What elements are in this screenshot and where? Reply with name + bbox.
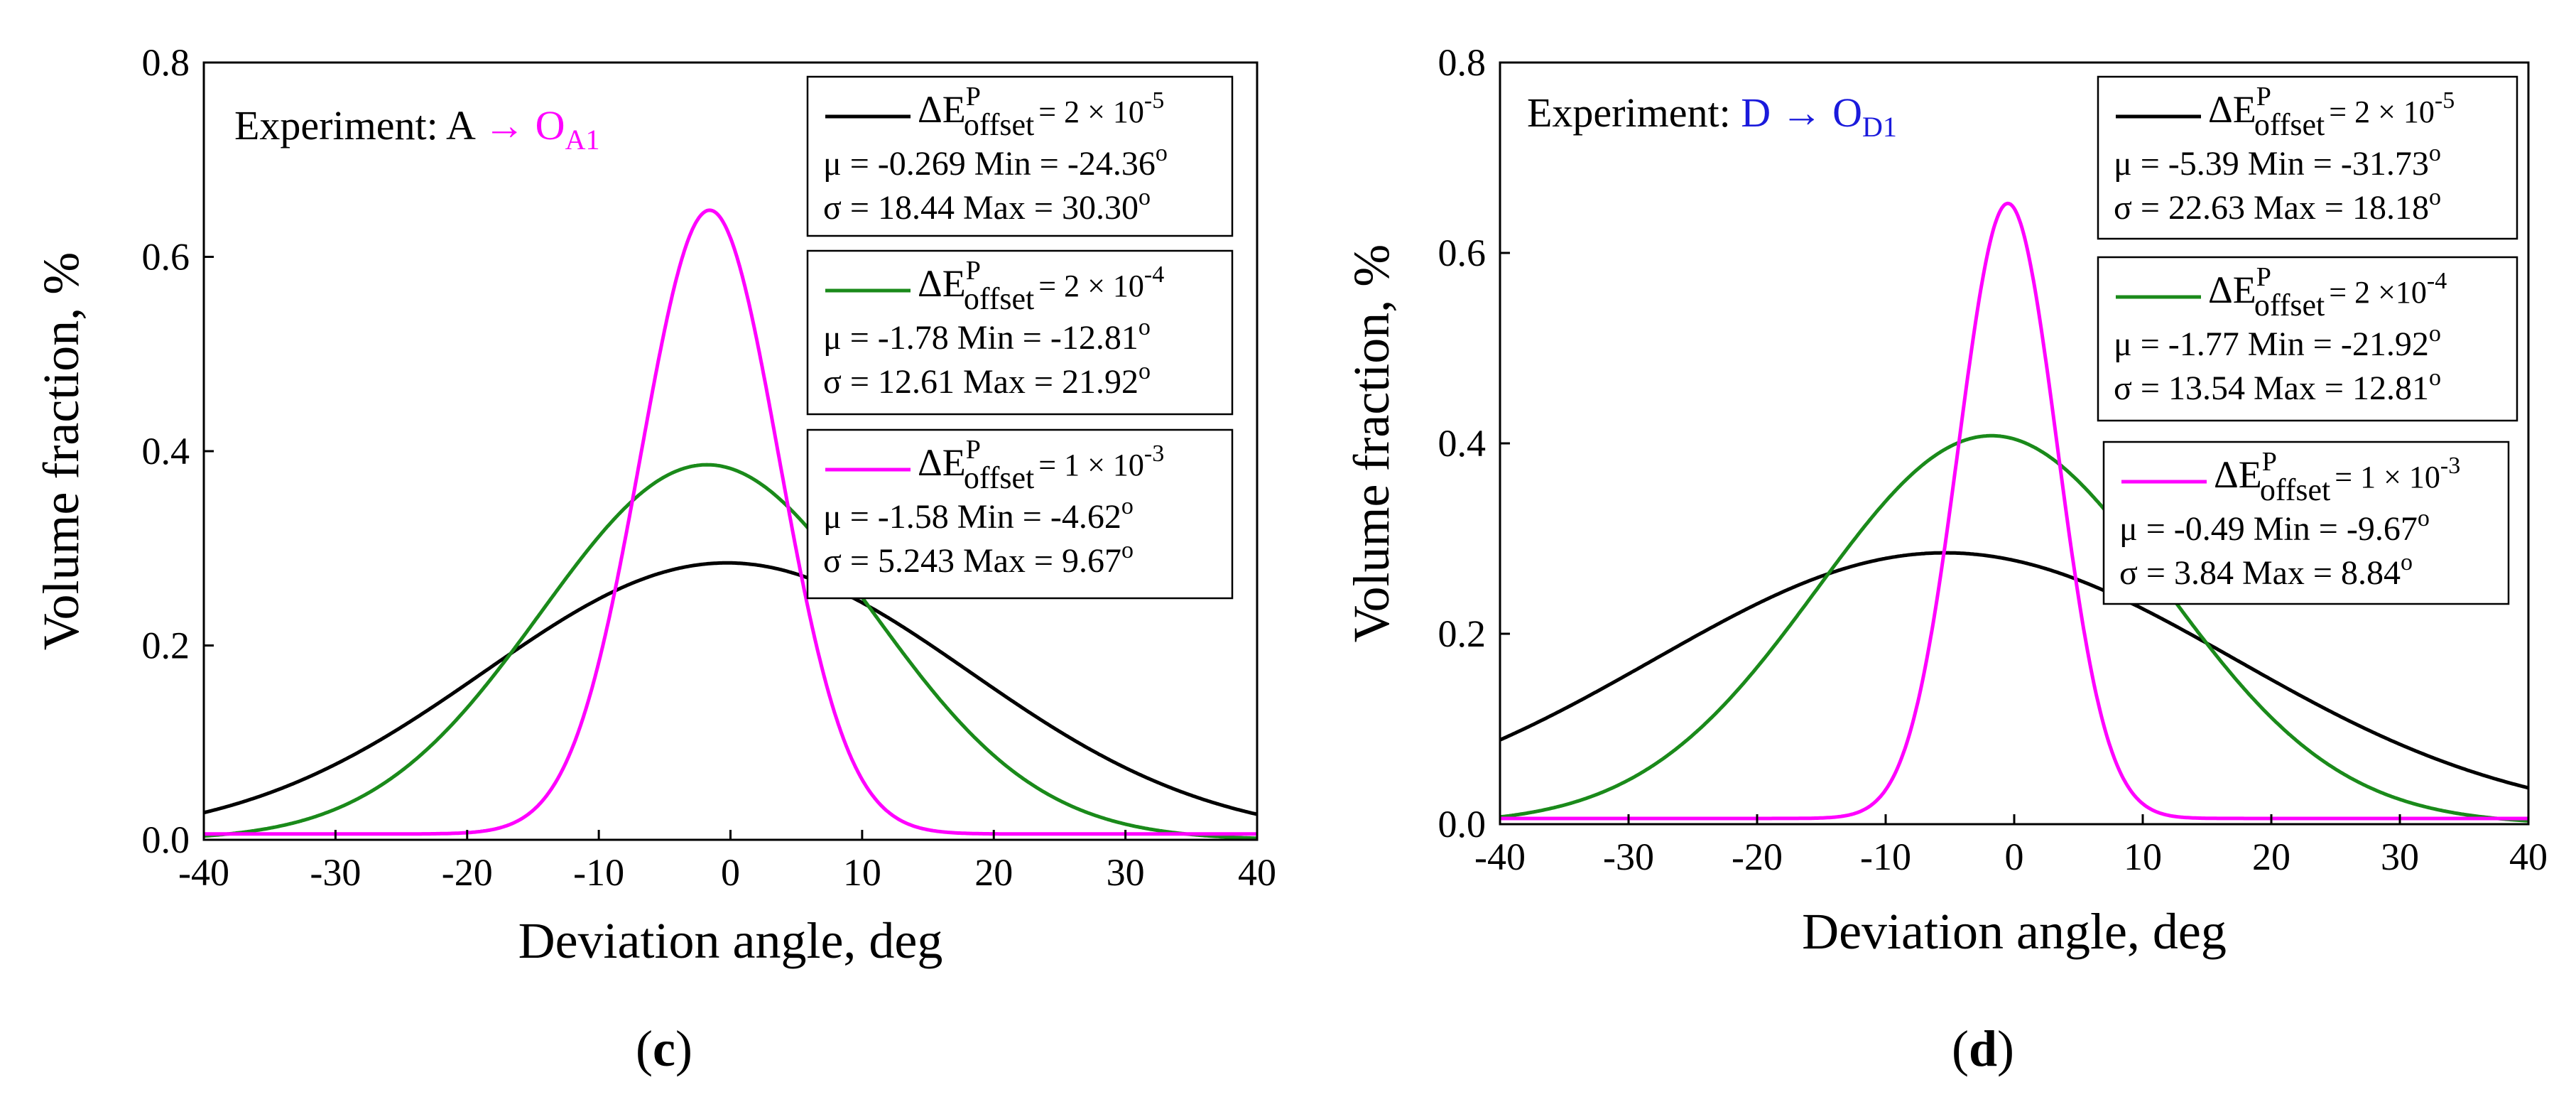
x-tick-label: 0: [721, 851, 740, 894]
legend-title: ΔEP offset = 1 × 10-3: [918, 435, 1164, 495]
legend-box-green: ΔEP offset = 2 × 10-4μ = -1.78 Min = -12.8…: [806, 249, 1234, 416]
legend-stats-row: μ = -1.77 Min = -21.92o: [2114, 320, 2441, 363]
x-tick-label: -30: [310, 851, 361, 894]
panel-label: (d): [1952, 1020, 2014, 1077]
legend-title: ΔEP offset = 1 × 10-3: [2214, 447, 2460, 507]
series-line-green: [1499, 433, 2529, 823]
x-axis-title: Deviation angle, deg: [1802, 903, 2227, 960]
x-tick-label: -20: [442, 851, 493, 894]
chart-panel-c: -40 -30 -20 -10 0 10 20 30 40 0.0 0.2 0.4 0.6 0.8 Devi…: [33, 41, 1276, 1077]
x-tick-label: -20: [1732, 836, 1783, 878]
legend-box-magenta: ΔEP offset = 1 × 10-3μ = -1.58 Min = -4.62…: [806, 428, 1234, 600]
x-tick-label: 10: [843, 851, 881, 894]
x-tick-label: -10: [1860, 836, 1911, 878]
x-tick-label: 0: [2005, 836, 2024, 878]
legend-frame: [806, 75, 1234, 237]
x-axis-title: Deviation angle, deg: [518, 912, 943, 969]
series-group: [203, 208, 1258, 841]
legend-stats-row: σ = 18.44 Max = 30.30o: [823, 184, 1151, 227]
chart-panel-d: -40 -30 -20 -10 0 10 20 30 40 0.0 0.2 0.4 0.6 0.8 Devi…: [1343, 41, 2548, 1077]
series-line-magenta: [203, 208, 1258, 836]
legend-box-black: ΔEP offset = 2 × 10-5μ = -5.39 Min = -31.7…: [2097, 75, 2518, 240]
legend-stats-row: σ = 22.63 Max = 18.18o: [2114, 184, 2441, 227]
x-tick-label: 40: [2509, 836, 2548, 878]
x-tick-label: 20: [974, 851, 1013, 894]
legend-box-green: ΔEP offset = 2 ×10-4μ = -1.77 Min = -21.92…: [2097, 256, 2518, 422]
y-tick-label: 0.0: [142, 818, 190, 861]
legend-title: ΔEP offset = 2 × 10-5: [918, 82, 1164, 142]
legend-stats-row: μ = -0.49 Min = -9.67o: [2119, 505, 2430, 548]
x-tick-label: 10: [2124, 836, 2162, 878]
legend-stats-row: σ = 13.54 Max = 12.81o: [2114, 364, 2441, 407]
series-line-black: [1499, 551, 2529, 790]
legend-box-magenta: ΔEP offset = 1 × 10-3μ = -0.49 Min = -9.67…: [2102, 441, 2510, 605]
legend-box-black: ΔEP offset = 2 × 10-5μ = -0.269 Min = -24.…: [806, 75, 1234, 237]
legend-stats-row: μ = -1.78 Min = -12.81o: [823, 314, 1151, 357]
x-tick-label: 30: [1107, 851, 1145, 894]
x-tick-label: -30: [1603, 836, 1654, 878]
series-line-magenta: [1499, 201, 2529, 821]
legend-stats-row: σ = 12.61 Max = 21.92o: [823, 358, 1151, 401]
x-tick-label: -40: [178, 851, 229, 894]
legend-frame: [806, 249, 1234, 416]
x-tick-label: 40: [1238, 851, 1276, 894]
legend-stats-row: μ = -1.58 Min = -4.62o: [823, 493, 1134, 536]
x-tick-label: -40: [1474, 836, 1526, 878]
panel-label: (c): [636, 1020, 692, 1077]
legend-frame: [2097, 256, 2518, 422]
legend-title: ΔEP offset = 2 × 10-4: [918, 256, 1164, 316]
legend-stats-row: σ = 5.243 Max = 9.67o: [823, 537, 1134, 580]
legend-stats-row: μ = -0.269 Min = -24.36o: [823, 140, 1168, 183]
legend-frame: [2102, 441, 2510, 605]
series-group: [1499, 201, 2529, 823]
series-line-black: [203, 561, 1258, 816]
legend-frame: [806, 428, 1234, 600]
y-tick-label: 0.8: [1438, 41, 1487, 84]
y-tick-label: 0.0: [1438, 803, 1487, 845]
legend-title: ΔEP offset = 2 × 10-5: [2208, 82, 2455, 142]
y-tick-label: 0.6: [142, 236, 190, 279]
y-tick-label: 0.6: [1438, 232, 1487, 274]
experiment-label: Experiment: A → OA1: [234, 102, 599, 156]
legend-stats-row: σ = 3.84 Max = 8.84o: [2119, 549, 2413, 592]
legend-stats-row: μ = -5.39 Min = -31.73o: [2114, 140, 2441, 183]
legend-title: ΔEP offset = 2 ×10-4: [2208, 262, 2447, 323]
x-tick-label: -10: [573, 851, 624, 894]
y-tick-label: 0.4: [1438, 422, 1487, 465]
y-axis-title: Volume fraction, %: [33, 252, 89, 651]
y-tick-label: 0.4: [142, 430, 190, 472]
y-axis-title: Volume fraction, %: [1343, 244, 1400, 643]
series-line-green: [203, 463, 1258, 841]
x-tick-label: 20: [2252, 836, 2290, 878]
x-tick-label: 30: [2381, 836, 2419, 878]
y-tick-label: 0.8: [142, 41, 190, 84]
y-tick-label: 0.2: [142, 625, 190, 667]
y-tick-label: 0.2: [1438, 612, 1487, 655]
legend-frame: [2097, 75, 2518, 240]
experiment-label: Experiment: D → OD1: [1527, 90, 1897, 143]
